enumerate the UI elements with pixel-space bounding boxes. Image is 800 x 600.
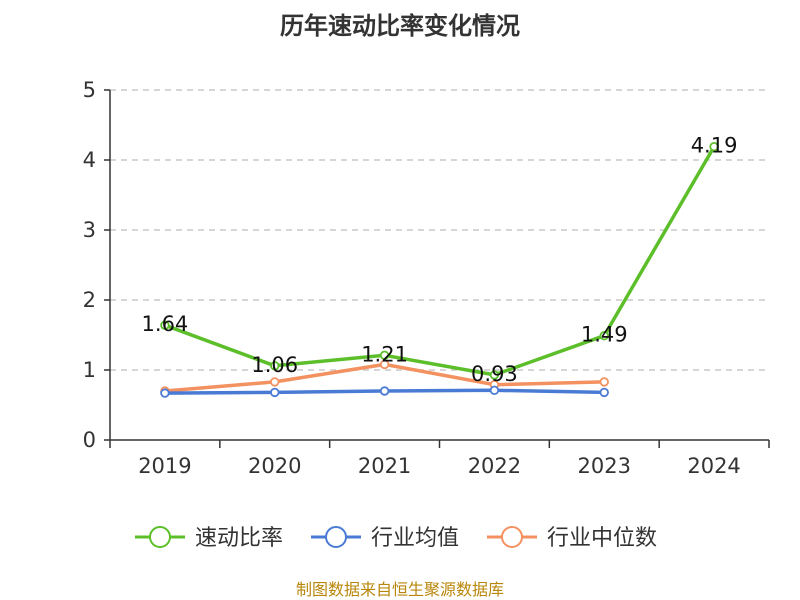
- data-point: [489, 385, 500, 395]
- data-point: [489, 370, 500, 380]
- x-tick-label: 2022: [468, 454, 521, 478]
- x-tick-label: 2019: [138, 454, 191, 478]
- y-tick-label: 2: [83, 288, 96, 312]
- series-group: [160, 141, 719, 398]
- data-point: [599, 377, 609, 387]
- data-label: 1.64: [142, 312, 189, 336]
- grid-lines: [110, 89, 769, 371]
- data-labels: 1.64 1.06 1.21 0.93 1.49 4.19: [142, 134, 738, 386]
- y-tick-label: 0: [83, 428, 96, 452]
- legend-marker: [149, 526, 171, 548]
- data-point: [270, 361, 280, 371]
- legend-label: 速动比率: [195, 526, 283, 551]
- legend-marker: [501, 526, 523, 548]
- legend-label: 行业中位数: [547, 526, 657, 551]
- x-tick-label: 2024: [687, 454, 740, 478]
- y-tick-label: 5: [83, 78, 96, 102]
- chart-title: 历年速动比率变化情况: [280, 12, 520, 40]
- series-line: [164, 145, 716, 377]
- data-point: [709, 141, 719, 152]
- axes: 0 1 2 3 4 5 2019 2020 2021 2022 2023 2024: [83, 78, 770, 478]
- data-point: [270, 377, 280, 387]
- y-tick-label: 4: [83, 148, 96, 172]
- x-tick-label: 2023: [578, 454, 631, 478]
- data-label: 1.06: [251, 353, 298, 377]
- y-tick-label: 3: [83, 218, 96, 242]
- data-point: [599, 387, 609, 398]
- source-note: 制图数据来自恒生聚源数据库: [296, 580, 504, 599]
- data-point: [379, 386, 390, 396]
- legend-marker: [325, 526, 347, 548]
- y-tick-label: 1: [83, 358, 96, 382]
- x-tick-label: 2020: [248, 454, 301, 478]
- data-label: 1.49: [581, 323, 628, 347]
- data-label: 4.19: [691, 134, 738, 158]
- legend: 速动比率 行业均值 行业中位数: [135, 526, 657, 551]
- data-label: 1.21: [361, 342, 408, 366]
- legend-label: 行业均值: [371, 526, 459, 551]
- data-point: [270, 387, 280, 398]
- data-point: [160, 320, 170, 330]
- x-tick-label: 2021: [358, 454, 411, 478]
- data-point: [599, 331, 609, 341]
- data-point: [379, 350, 390, 360]
- data-label: 0.93: [471, 362, 518, 386]
- data-point: [160, 388, 170, 398]
- data-point: [379, 359, 390, 370]
